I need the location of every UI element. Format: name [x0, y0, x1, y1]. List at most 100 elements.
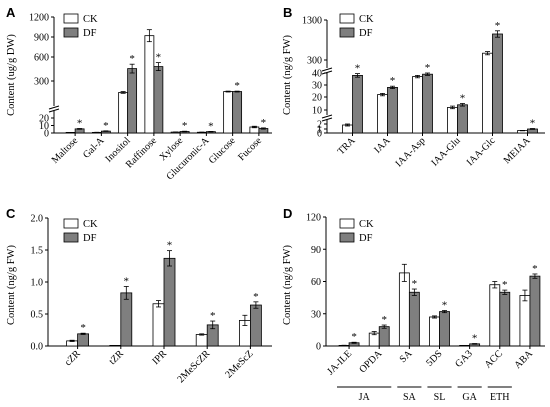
x-tick-label: ABA: [512, 348, 535, 371]
significance-star: *: [167, 240, 173, 252]
significance-star: *: [210, 310, 216, 322]
significance-star: *: [502, 279, 508, 291]
x-tick-label: GA3: [453, 348, 475, 370]
significance-star: *: [261, 117, 267, 129]
significance-star: *: [530, 118, 536, 130]
y-axis-label: Content (ug/g DW): [6, 34, 17, 116]
y-tick-label: 0: [317, 129, 322, 140]
bar-df: [439, 311, 450, 347]
x-tick-label: Fucose: [236, 135, 264, 163]
legend-swatch-ck: [339, 13, 355, 24]
y-tick-label: 20: [312, 93, 322, 104]
bar-df: [352, 75, 363, 134]
legend-label-ck: CK: [83, 14, 98, 25]
y-tick-label: 2: [317, 120, 322, 131]
x-tick-label: 2MeScZR: [175, 348, 212, 385]
legend-swatch-df: [339, 27, 355, 38]
significance-star: *: [495, 20, 501, 32]
significance-star: *: [412, 278, 418, 290]
bar-ck: [152, 303, 165, 347]
panel-D: D Content (ng/g FW) 0 30 60 90 120 CK DF * JA-ILE *…: [282, 206, 545, 403]
bar-df: [422, 73, 433, 134]
significance-star: *: [156, 52, 162, 64]
y-tick-label: 300: [34, 77, 49, 88]
x-tick-label: ACC: [483, 348, 506, 371]
y-tick-label: 30: [312, 81, 322, 92]
y-tick-label: 10: [39, 121, 49, 132]
significance-star: *: [355, 63, 361, 75]
significance-star: *: [124, 275, 130, 287]
bar-ck: [377, 94, 388, 134]
x-tick-label: MEIAA: [502, 135, 534, 167]
x-tick-label: 2MeScZ: [223, 348, 255, 380]
axis-break-mark: [321, 114, 333, 119]
bar-ck: [482, 52, 493, 134]
significance-star: *: [351, 331, 357, 343]
group-label: JA: [359, 392, 371, 403]
y-tick-label: 2.0: [31, 214, 44, 225]
y-tick-label: 20: [39, 114, 49, 125]
bar-ck: [412, 76, 423, 134]
panel-label: B: [283, 5, 292, 20]
y-axis-label: Content (ng/g FW): [6, 245, 17, 325]
significance-star: *: [532, 263, 538, 275]
legend-swatch-ck: [63, 218, 79, 229]
legend-label-df: DF: [359, 28, 373, 39]
x-tick-label: Glucose: [207, 135, 238, 166]
significance-star: *: [472, 333, 478, 345]
legend-swatch-df: [339, 232, 355, 243]
panel-label: A: [6, 5, 16, 20]
x-tick-label: OPDA: [357, 348, 385, 376]
bar-ck: [429, 316, 440, 347]
y-tick-label: 1200: [29, 13, 49, 24]
x-tick-label: cZR: [63, 348, 83, 368]
y-tick-label: 600: [34, 53, 49, 64]
legend-swatch-ck: [339, 218, 355, 229]
bar-df: [499, 291, 511, 347]
legend-swatch-ck: [63, 13, 79, 24]
x-tick-label: 5DS: [424, 348, 444, 368]
significance-star: *: [390, 75, 396, 87]
bar-df: [529, 275, 541, 347]
bar-ck: [459, 344, 471, 347]
bar-ck: [519, 295, 531, 347]
group-label: SL: [434, 392, 446, 403]
significance-star: *: [182, 120, 188, 132]
bar-df: [457, 104, 468, 134]
bar-ck: [447, 107, 458, 134]
y-tick-label: 120: [306, 213, 321, 224]
y-tick-label: 1300: [302, 16, 322, 27]
bar-ck: [144, 35, 155, 134]
y-tick-label: 0: [316, 342, 321, 353]
y-tick-label: 1: [317, 125, 322, 136]
y-tick-label: 10: [312, 106, 322, 117]
bar-df: [232, 91, 243, 134]
y-tick-label: 30: [311, 309, 321, 320]
legend-label-ck: CK: [359, 14, 374, 25]
panel-label: C: [6, 206, 16, 221]
y-tick-label: 40: [312, 69, 322, 80]
bar-df: [153, 66, 164, 134]
axis-break-mark: [321, 70, 333, 75]
x-tick-label: IAA-Asp: [394, 135, 428, 169]
legend-label-df: DF: [83, 233, 97, 244]
x-tick-label: IAA: [372, 135, 393, 156]
legend-swatch-df: [63, 27, 79, 38]
legend-label-df: DF: [359, 233, 373, 244]
y-tick-label: 900: [34, 33, 49, 44]
axis-break-mark: [48, 108, 60, 113]
x-tick-label: TRA: [336, 135, 358, 157]
bar-df: [127, 68, 138, 134]
bar-ck: [109, 344, 122, 347]
bar-df: [120, 292, 133, 347]
legend-label-ck: CK: [83, 219, 98, 230]
x-tick-label: IAA-Glc: [465, 135, 498, 168]
bar-df: [492, 33, 503, 134]
legend-label-ck: CK: [359, 219, 374, 230]
y-axis-label: Content (ng/g FW): [282, 245, 293, 325]
bar-df: [387, 87, 398, 134]
y-tick-label: 90: [311, 245, 321, 256]
y-tick-label: 300: [307, 56, 322, 67]
